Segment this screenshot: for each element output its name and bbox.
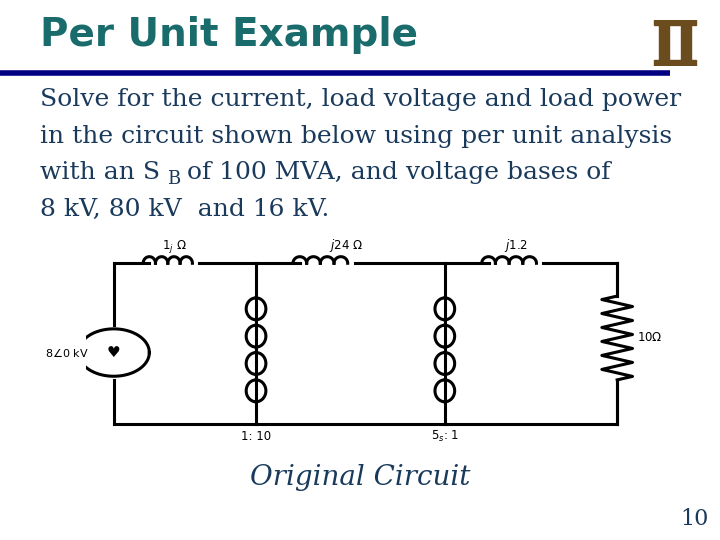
Text: $j1.2$: $j1.2$: [504, 238, 528, 254]
Text: in the circuit shown below using per unit analysis: in the circuit shown below using per uni…: [40, 125, 672, 147]
Text: ♥: ♥: [107, 345, 120, 360]
Text: Original Circuit: Original Circuit: [250, 464, 470, 491]
Text: $10\Omega$: $10\Omega$: [637, 332, 663, 345]
Text: of 100 MVA, and voltage bases of: of 100 MVA, and voltage bases of: [179, 161, 610, 184]
Bar: [681, 25, 691, 60]
Text: $j24\ \Omega$: $j24\ \Omega$: [329, 238, 364, 254]
Text: $5_s$: 1: $5_s$: 1: [431, 429, 459, 444]
Bar: [654, 60, 696, 66]
Text: $8\angle 0$ kV: $8\angle 0$ kV: [45, 346, 89, 359]
Text: Solve for the current, load voltage and load power: Solve for the current, load voltage and …: [40, 89, 680, 111]
Bar: [654, 20, 696, 25]
Text: B: B: [167, 170, 180, 188]
Text: 10: 10: [680, 509, 709, 530]
Text: 1: 10: 1: 10: [241, 430, 271, 443]
Text: $1_j\ \Omega$: $1_j\ \Omega$: [161, 239, 186, 255]
Text: 8 kV, 80 kV  and 16 kV.: 8 kV, 80 kV and 16 kV.: [40, 198, 329, 221]
Text: with an S: with an S: [40, 161, 160, 184]
Text: Per Unit Example: Per Unit Example: [40, 16, 418, 54]
Bar: [659, 25, 669, 60]
